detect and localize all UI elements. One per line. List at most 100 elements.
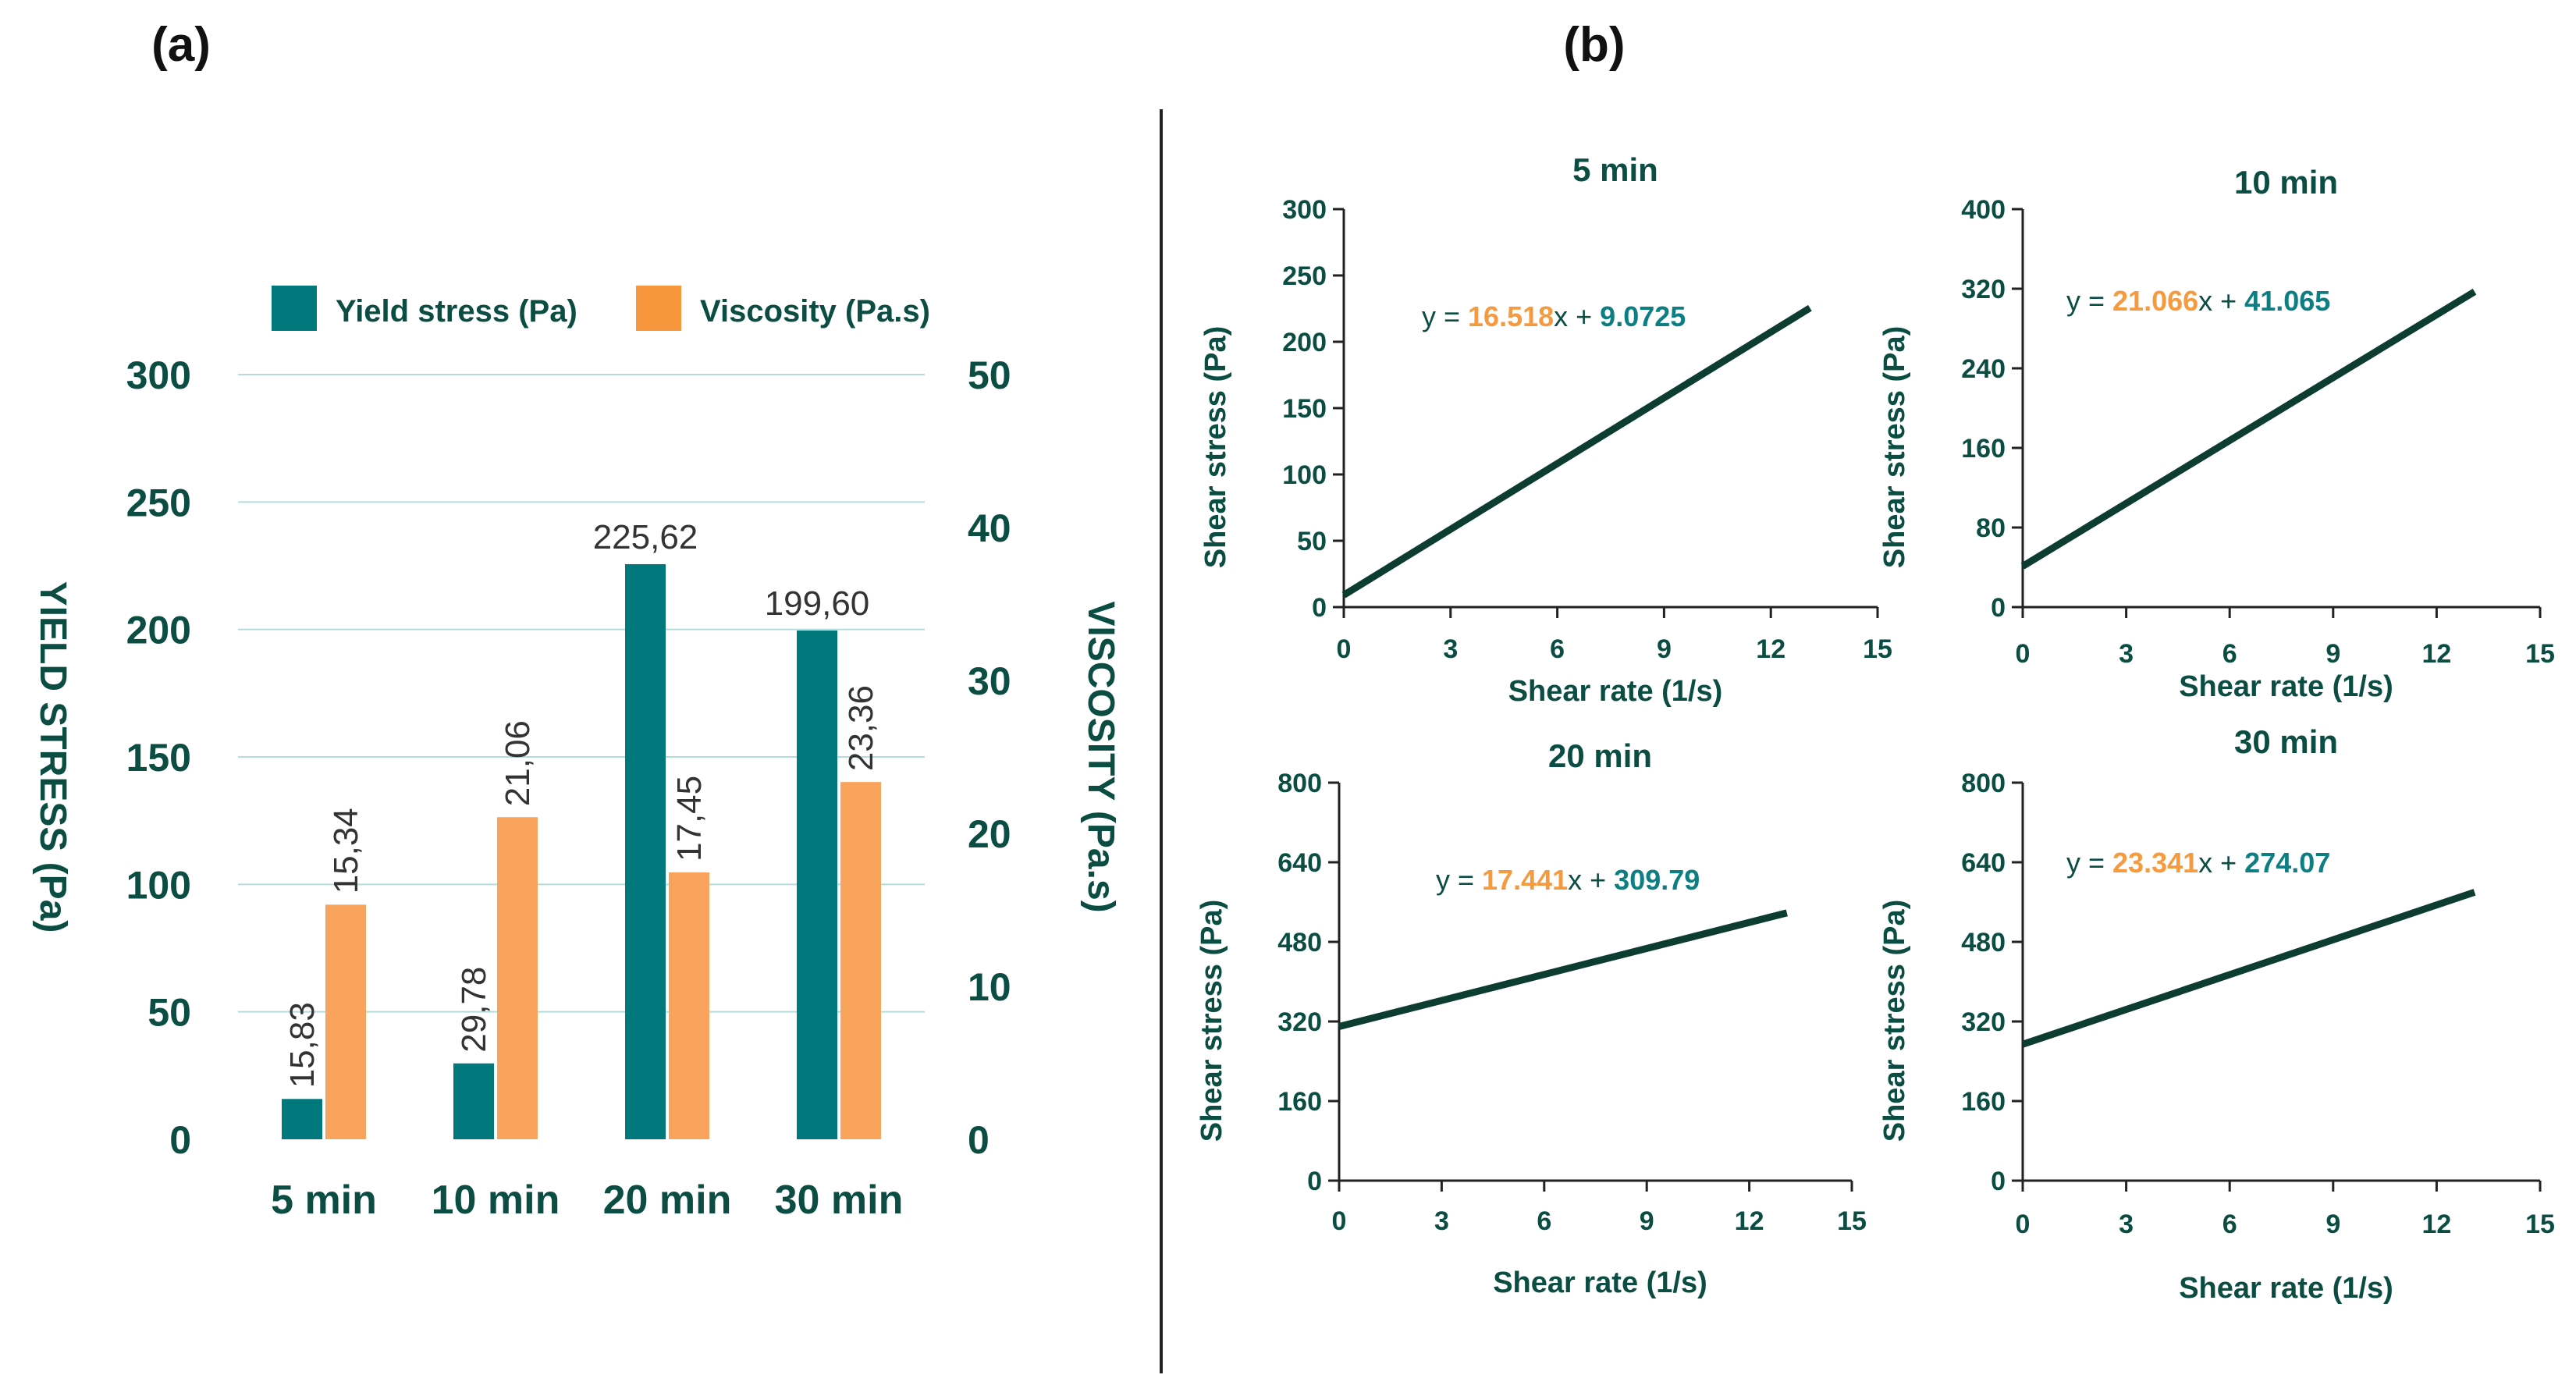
y-tick-right: 10 bbox=[968, 965, 1011, 1009]
regression-equation: y = 16.518x + 9.0725 bbox=[1422, 300, 1686, 332]
chart-title: 20 min bbox=[1548, 737, 1652, 774]
x-category-label: 30 min bbox=[775, 1178, 904, 1223]
x-axis-title: Shear rate (1/s) bbox=[2179, 1272, 2393, 1305]
y-tick-right: 40 bbox=[968, 506, 1011, 550]
y-tick-left: 250 bbox=[126, 481, 191, 524]
y-tick-label: 480 bbox=[1277, 928, 1322, 957]
x-tick-label: 3 bbox=[2119, 1210, 2134, 1239]
x-axis-title: Shear rate (1/s) bbox=[1493, 1266, 1707, 1299]
equation-slope: 21.066 bbox=[2112, 285, 2198, 317]
x-tick-label: 12 bbox=[2421, 639, 2451, 669]
fit-line bbox=[1338, 909, 1788, 1030]
y-tick-left: 50 bbox=[147, 991, 191, 1035]
equation-slope: 23.341 bbox=[2112, 847, 2198, 879]
y-tick-right: 0 bbox=[968, 1118, 990, 1162]
y-tick-label: 800 bbox=[1277, 769, 1322, 798]
x-tick-label: 15 bbox=[2525, 1210, 2555, 1239]
x-category-label: 10 min bbox=[432, 1178, 560, 1223]
y-tick-label: 640 bbox=[1961, 848, 2006, 878]
y-tick-label: 250 bbox=[1282, 261, 1327, 291]
y-tick-label: 320 bbox=[1277, 1007, 1322, 1037]
equation-prefix: y = bbox=[2066, 847, 2112, 879]
bar-viscosity bbox=[325, 904, 366, 1139]
x-tick-label: 15 bbox=[2525, 639, 2555, 669]
legend-swatch bbox=[272, 286, 317, 331]
chart-title: 10 min bbox=[2234, 164, 2338, 201]
x-tick-label: 0 bbox=[1332, 1206, 1347, 1236]
x-category-label: 5 min bbox=[271, 1178, 377, 1223]
bar-chart-panel: 0 50 100 150 200 250 300 0 10 20 30 40 50 YIELD STRES… bbox=[32, 286, 1121, 1223]
line-chart-20-min: 20 min 0 160 320 480 640 800 0 3 6 9 12 15 Shear rate… bbox=[1196, 737, 1867, 1299]
bar-yield-stress bbox=[797, 630, 837, 1139]
x-tick-label: 0 bbox=[2016, 1210, 2031, 1239]
equation-prefix: y = bbox=[1422, 300, 1468, 332]
x-category-label: 20 min bbox=[603, 1178, 732, 1223]
y-tick-label: 480 bbox=[1961, 928, 2006, 957]
bar-yield-stress bbox=[453, 1063, 494, 1139]
equation-slope: 17.441 bbox=[1482, 864, 1568, 896]
y-tick-label: 80 bbox=[1976, 513, 2006, 543]
bar-viscosity bbox=[497, 817, 538, 1139]
equation-mid: x + bbox=[2198, 285, 2244, 317]
y-tick-label: 0 bbox=[1991, 1167, 2006, 1196]
y-tick-right: 30 bbox=[968, 659, 1011, 703]
x-tick-label: 0 bbox=[2016, 639, 2031, 669]
fit-line bbox=[2020, 288, 2477, 570]
y-tick-label: 200 bbox=[1282, 328, 1327, 357]
y-tick-label: 150 bbox=[1282, 394, 1327, 424]
panel-label-b: (b) bbox=[1563, 18, 1625, 72]
x-tick-label: 3 bbox=[2119, 639, 2134, 669]
legend-label: Yield stress (Pa) bbox=[336, 294, 577, 329]
x-tick-label: 3 bbox=[1434, 1206, 1449, 1236]
x-tick-label: 9 bbox=[1657, 634, 1672, 664]
y-tick-label: 160 bbox=[1961, 1087, 2006, 1117]
y-tick-label: 160 bbox=[1277, 1087, 1322, 1117]
y-tick-left: 200 bbox=[126, 609, 191, 652]
bar-data-label: 15,83 bbox=[283, 1002, 322, 1088]
x-tick-label: 6 bbox=[2222, 639, 2237, 669]
equation-intercept: 309.79 bbox=[1614, 864, 1700, 896]
y-tick-left: 0 bbox=[169, 1118, 191, 1162]
equation-slope: 16.518 bbox=[1468, 300, 1554, 332]
x-axis-title: Shear rate (1/s) bbox=[2179, 670, 2393, 703]
x-tick-label: 9 bbox=[2326, 1210, 2340, 1239]
bar-data-label: 199,60 bbox=[765, 584, 870, 623]
y-tick-right: 20 bbox=[968, 812, 1011, 856]
y-tick-label: 300 bbox=[1282, 195, 1327, 225]
bar-data-label: 29,78 bbox=[455, 967, 493, 1053]
y-axis-title-left: YIELD STRESS (Pa) bbox=[32, 581, 73, 933]
bar-data-label: 23,36 bbox=[842, 685, 880, 771]
x-tick-label: 0 bbox=[1337, 634, 1352, 664]
regression-equation: y = 21.066x + 41.065 bbox=[2066, 285, 2330, 317]
x-tick-label: 6 bbox=[1550, 634, 1565, 664]
y-tick-left: 300 bbox=[126, 353, 191, 397]
bar-viscosity bbox=[669, 872, 709, 1139]
fit-line bbox=[1341, 304, 1812, 599]
x-tick-label: 6 bbox=[1537, 1206, 1551, 1236]
y-tick-label: 640 bbox=[1277, 848, 1322, 878]
y-tick-left: 100 bbox=[126, 863, 191, 907]
bar-viscosity bbox=[840, 782, 881, 1139]
x-tick-label: 12 bbox=[1735, 1206, 1764, 1236]
y-axis-title: Shear stress (Pa) bbox=[1196, 900, 1228, 1142]
y-axis-title-right: VISCOSITY (Pa.s) bbox=[1080, 601, 1121, 912]
x-tick-label: 6 bbox=[2222, 1210, 2237, 1239]
equation-mid: x + bbox=[1568, 864, 1614, 896]
y-tick-left: 150 bbox=[126, 736, 191, 780]
x-tick-label: 15 bbox=[1837, 1206, 1867, 1236]
y-tick-label: 0 bbox=[1991, 593, 2006, 623]
panel-label-a: (a) bbox=[151, 18, 211, 72]
chart-title: 5 min bbox=[1572, 151, 1658, 188]
bar-data-label: 21,06 bbox=[499, 720, 537, 806]
chart-title: 30 min bbox=[2234, 723, 2338, 760]
equation-intercept: 41.065 bbox=[2244, 285, 2330, 317]
equation-intercept: 9.0725 bbox=[1600, 300, 1686, 332]
bar-data-label: 15,34 bbox=[327, 808, 365, 893]
y-tick-label: 400 bbox=[1961, 195, 2006, 225]
x-tick-label: 15 bbox=[1863, 634, 1892, 664]
legend-label: Viscosity (Pa.s) bbox=[700, 294, 930, 329]
y-tick-label: 100 bbox=[1282, 460, 1327, 490]
y-tick-label: 50 bbox=[1297, 527, 1327, 556]
